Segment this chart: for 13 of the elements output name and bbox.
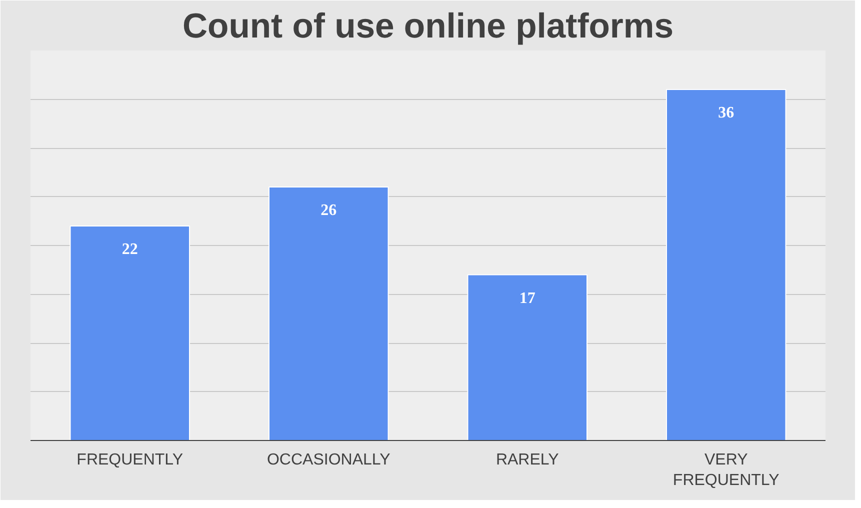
x-tick-label: FREQUENTLY (76, 452, 184, 468)
bar (666, 89, 786, 440)
bar (467, 274, 588, 440)
x-tick-label: OCCASIONALLY (266, 452, 391, 468)
data-label: 36 (718, 104, 734, 122)
bar (268, 186, 389, 440)
data-label: 22 (122, 241, 138, 258)
data-label: 26 (320, 202, 337, 219)
chart-title: Count of use online platforms (182, 8, 674, 46)
bar (70, 226, 190, 440)
x-tick-label: RARELY (496, 452, 560, 468)
x-tick-label: VERY FREQUENTLY (672, 452, 780, 489)
data-label: 17 (519, 290, 536, 307)
